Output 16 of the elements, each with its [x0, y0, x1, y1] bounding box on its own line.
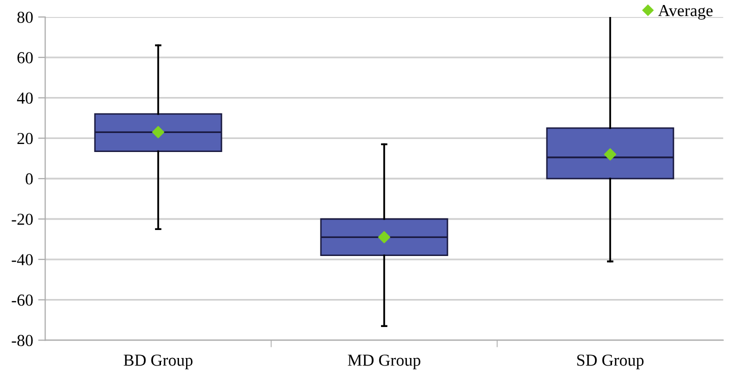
point [604, 148, 616, 160]
x-tick-label: MD Group [348, 354, 420, 370]
y-tick-label: -60 [12, 294, 33, 306]
x-tick-label: BD Group [124, 354, 192, 370]
point [378, 231, 390, 244]
legend-label: Average [658, 5, 713, 20]
y-tick-label: -80 [12, 334, 33, 346]
point [152, 126, 164, 138]
y-tick-label: -20 [12, 214, 33, 225]
y-tick-label: 0 [26, 173, 33, 185]
y-tick-label: 40 [17, 92, 33, 104]
y-tick-label: 20 [17, 132, 33, 144]
y-tick-label: -40 [12, 254, 33, 266]
x-tick-label: SD Group [577, 354, 644, 370]
y-tick-label: 60 [17, 52, 33, 64]
y-tick-label: 80 [17, 12, 33, 23]
